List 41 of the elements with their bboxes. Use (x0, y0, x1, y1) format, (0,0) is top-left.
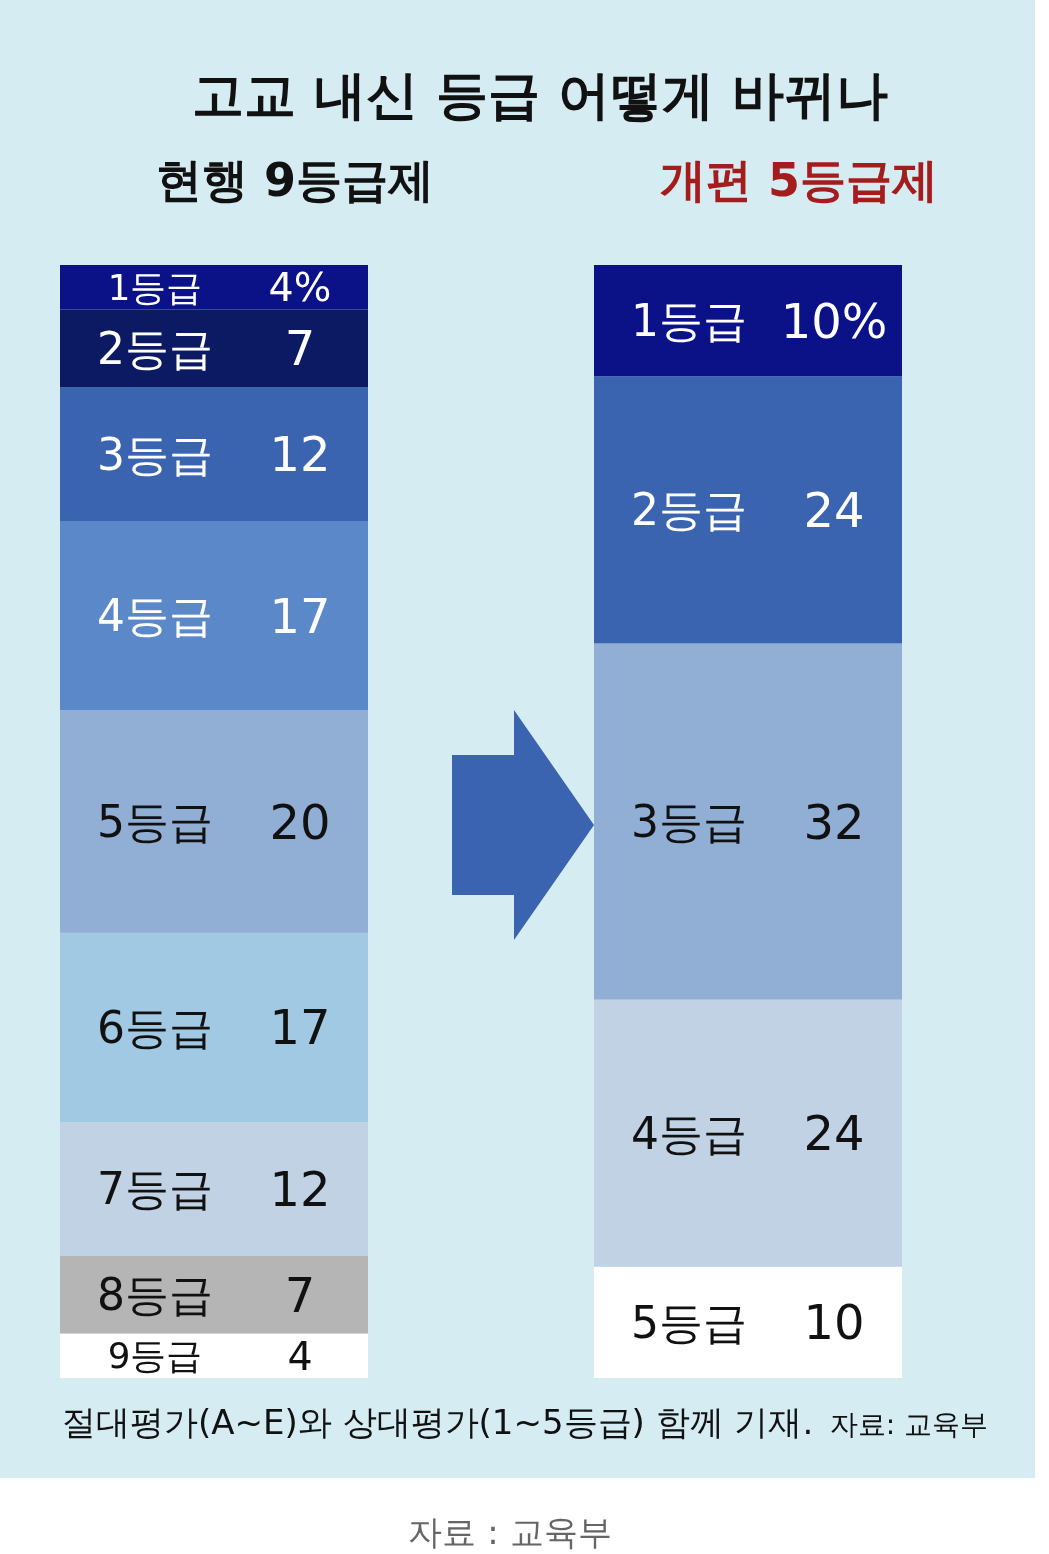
data-label: 12 (269, 426, 331, 483)
bar (60, 520, 368, 711)
bar (60, 1255, 368, 1334)
data-label: 24 (803, 481, 865, 538)
x-tick-label: 개편 5등급제 (659, 153, 939, 207)
data-label: 4% (268, 264, 332, 311)
data-label: 17 (269, 587, 331, 644)
data-label: 10 (803, 1294, 865, 1351)
text: 자료: 교육부 (829, 1407, 988, 1441)
series-label: 3등급 (97, 428, 213, 480)
text: 1등급 (631, 295, 747, 347)
text: 자료 : 교육부 (408, 1512, 612, 1552)
x-tick-label: 현행 9등급제 (155, 153, 435, 207)
data-label: 7 (284, 320, 316, 377)
data-label: 7 (284, 1266, 316, 1323)
series-label: 9등급 (107, 1335, 203, 1377)
data-label: 24 (803, 1105, 865, 1162)
text: 절대평가(A~E)와 상대평가(1~5등급) 함께 기재. (62, 1402, 814, 1442)
bar (60, 1122, 368, 1256)
text: 5등급 (97, 796, 213, 847)
data-label: 32 (803, 793, 865, 850)
bar (594, 265, 902, 377)
series-label: 7등급 (97, 1163, 213, 1215)
text: 3등급 (631, 796, 747, 847)
series-label: 1등급 (107, 266, 203, 308)
series-label: 6등급 (97, 1001, 213, 1053)
series-label: 2등급 (97, 322, 213, 374)
bar (60, 932, 368, 1123)
chart-title: 고교 내신 등급 어떻게 바뀌나 (191, 65, 889, 125)
series-label: 8등급 (97, 1269, 213, 1321)
text: 2등급 (631, 484, 747, 536)
series-label: 4등급 (97, 590, 213, 642)
text: 4등급 (631, 1107, 747, 1159)
data-label: 4 (287, 1332, 313, 1379)
bar (60, 309, 368, 388)
data-label: 17 (269, 999, 331, 1056)
series-label: 5등급 (631, 1296, 747, 1348)
data-label: 20 (269, 793, 331, 850)
bar (60, 1333, 368, 1378)
data-label: 10% (780, 292, 888, 349)
data-label: 12 (269, 1160, 331, 1217)
